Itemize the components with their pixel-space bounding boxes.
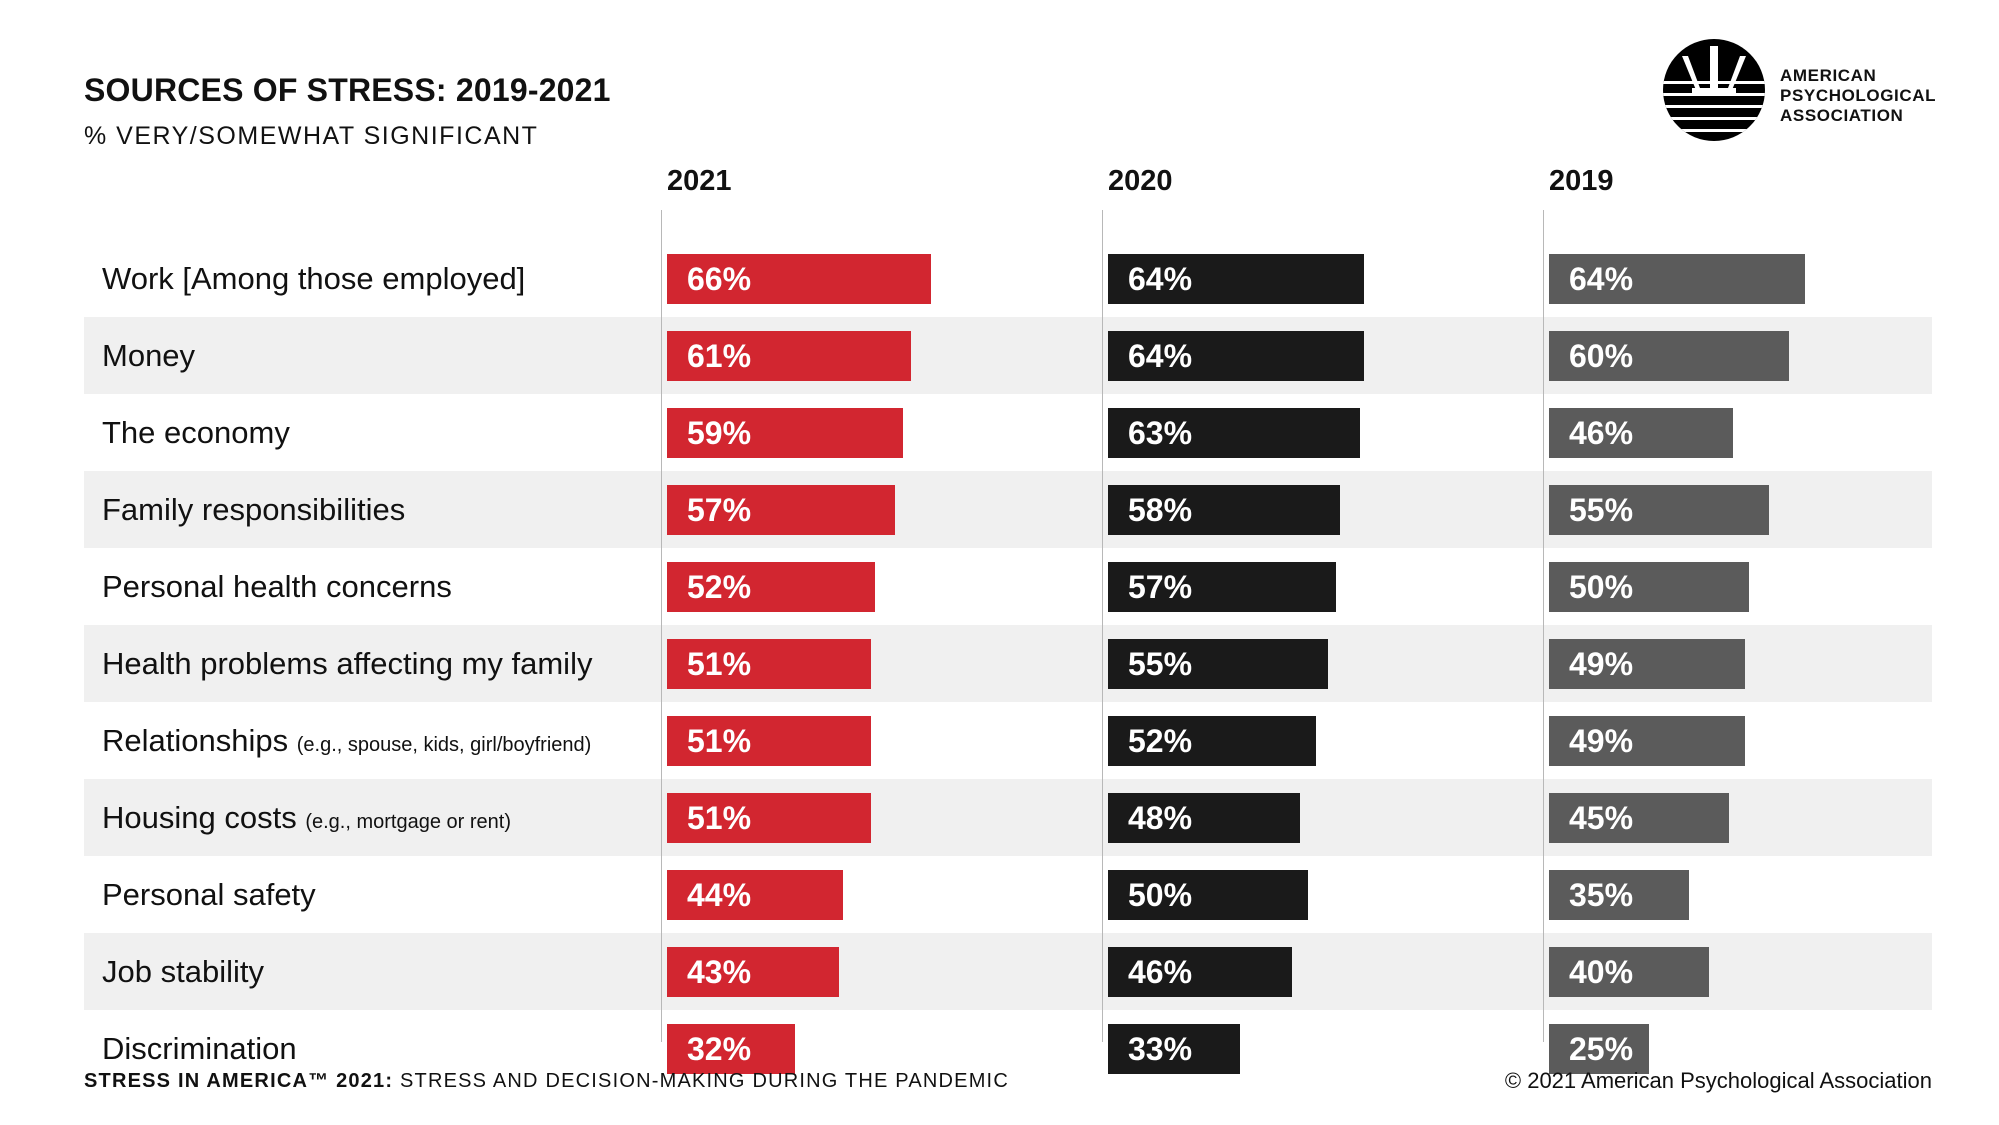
series-header-2020: 2020	[1108, 165, 1173, 197]
bar-2021: 43%	[667, 946, 839, 997]
bar-2021: 59%	[667, 407, 903, 458]
category-label: Health problems affecting my family	[102, 625, 592, 702]
category-label: Job stability	[102, 933, 264, 1010]
source-note-bold: STRESS IN AMERICA™ 2021:	[84, 1070, 394, 1092]
bar-2019: 40%	[1549, 946, 1709, 997]
apa-logo-text: AMERICAN PSYCHOLOGICAL ASSOCIATION	[1780, 66, 1936, 126]
bar-2020: 46%	[1108, 946, 1292, 997]
category-label: Money	[102, 317, 195, 394]
bar-2021: 61%	[667, 330, 911, 381]
category-label-text: Work [Among those employed]	[102, 261, 526, 296]
apa-logo: AMERICAN PSYCHOLOGICAL ASSOCIATION	[1662, 38, 1935, 148]
category-label-text: Health problems affecting my family	[102, 646, 593, 681]
bar-2020: 58%	[1108, 484, 1340, 535]
bar-2019: 25%	[1549, 1023, 1649, 1074]
source-note: STRESS IN AMERICA™ 2021: STRESS AND DECI…	[84, 1070, 1009, 1093]
category-label: Housing costs (e.g., mortgage or rent)	[102, 779, 511, 856]
bar-2021: 57%	[667, 484, 895, 535]
column-divider	[661, 210, 662, 1042]
bar-2020: 55%	[1108, 638, 1328, 689]
bar-2020: 64%	[1108, 330, 1364, 381]
source-note-text: STRESS AND DECISION-MAKING DURING THE PA…	[393, 1070, 1009, 1092]
bar-2019: 46%	[1549, 407, 1733, 458]
chart-title: SOURCES OF STRESS: 2019-2021	[84, 72, 611, 108]
logo-line: AMERICAN	[1780, 66, 1877, 85]
bar-2019: 64%	[1549, 253, 1805, 304]
bar-2020: 33%	[1108, 1023, 1240, 1074]
logo-line: PSYCHOLOGICAL	[1780, 86, 1937, 105]
bar-2020: 63%	[1108, 407, 1360, 458]
category-label: Family responsibilities	[102, 471, 405, 548]
bar-2019: 45%	[1549, 792, 1729, 843]
bar-2021: 66%	[667, 253, 931, 304]
category-label: Discrimination	[102, 1010, 297, 1087]
category-label-text: Money	[102, 338, 196, 373]
bar-2019: 49%	[1549, 638, 1745, 689]
bar-2021: 51%	[667, 638, 871, 689]
category-label: Personal safety	[102, 856, 316, 933]
apa-psi-logo-icon	[1663, 39, 1765, 141]
bar-2019: 49%	[1549, 715, 1745, 766]
bar-2021: 51%	[667, 792, 871, 843]
bar-2019: 50%	[1549, 561, 1749, 612]
series-header-2021: 2021	[667, 165, 732, 197]
series-header-2019: 2019	[1549, 165, 1614, 197]
category-label-note: (e.g., mortgage or rent)	[305, 811, 511, 833]
bar-2019: 55%	[1549, 484, 1769, 535]
category-label: Personal health concerns	[102, 548, 452, 625]
bar-2020: 48%	[1108, 792, 1300, 843]
category-label: Relationships (e.g., spouse, kids, girl/…	[102, 702, 591, 779]
category-label-note: (e.g., spouse, kids, girl/boyfriend)	[296, 734, 592, 756]
category-label-text: Housing costs	[102, 800, 297, 835]
category-label-text: Job stability	[102, 954, 264, 989]
bar-2020: 57%	[1108, 561, 1336, 612]
column-divider	[1543, 210, 1544, 1042]
category-label-text: Relationships	[102, 723, 289, 758]
bar-2019: 35%	[1549, 869, 1689, 920]
category-label-text: Discrimination	[102, 1031, 297, 1066]
bar-2021: 51%	[667, 715, 871, 766]
bar-2021: 44%	[667, 869, 843, 920]
category-label-text: The economy	[102, 415, 290, 450]
category-label-text: Personal health concerns	[102, 569, 452, 604]
category-label-text: Personal safety	[102, 877, 316, 912]
chart-subtitle: % VERY/SOMEWHAT SIGNIFICANT	[84, 122, 539, 150]
bar-2020: 50%	[1108, 869, 1308, 920]
column-divider	[1102, 210, 1103, 1042]
bar-2019: 60%	[1549, 330, 1789, 381]
bar-2020: 64%	[1108, 253, 1364, 304]
logo-line: ASSOCIATION	[1780, 106, 1904, 125]
bar-2021: 32%	[667, 1023, 795, 1074]
category-label: The economy	[102, 394, 290, 471]
category-label-text: Family responsibilities	[102, 492, 406, 527]
bar-2020: 52%	[1108, 715, 1316, 766]
bar-2021: 52%	[667, 561, 875, 612]
category-label: Work [Among those employed]	[102, 240, 525, 317]
copyright: © 2021 American Psychological Associatio…	[1504, 1068, 1932, 1093]
